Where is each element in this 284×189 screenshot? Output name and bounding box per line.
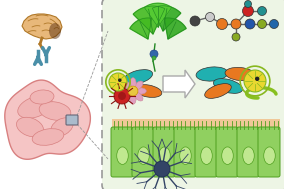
Polygon shape [152,6,181,31]
Ellipse shape [16,117,43,137]
Ellipse shape [124,70,153,84]
Polygon shape [5,80,90,159]
Ellipse shape [30,90,54,104]
Ellipse shape [264,147,275,164]
Ellipse shape [123,81,132,90]
Circle shape [216,19,227,29]
Ellipse shape [135,88,146,94]
Ellipse shape [201,147,212,164]
FancyBboxPatch shape [258,127,280,177]
Ellipse shape [123,92,132,101]
Polygon shape [22,14,62,39]
Circle shape [231,19,241,29]
Ellipse shape [51,118,73,136]
FancyBboxPatch shape [237,127,259,177]
Ellipse shape [39,102,71,120]
Polygon shape [144,3,172,27]
Ellipse shape [130,93,136,104]
Circle shape [245,1,252,8]
FancyBboxPatch shape [66,115,78,125]
Circle shape [190,16,200,26]
Ellipse shape [134,92,143,101]
Ellipse shape [243,147,254,164]
Circle shape [150,50,158,58]
Ellipse shape [138,147,149,164]
Ellipse shape [130,78,136,89]
Circle shape [255,77,259,81]
Circle shape [118,92,126,100]
Ellipse shape [134,85,162,97]
Circle shape [206,12,214,22]
Ellipse shape [32,129,64,145]
Ellipse shape [225,67,255,81]
Circle shape [152,56,156,60]
Circle shape [243,5,254,16]
Circle shape [232,33,240,41]
Ellipse shape [222,147,233,164]
FancyBboxPatch shape [216,127,238,177]
Circle shape [258,19,266,29]
FancyBboxPatch shape [102,0,284,189]
Circle shape [245,19,255,29]
FancyBboxPatch shape [132,127,154,177]
Bar [112,119,280,129]
Ellipse shape [180,147,191,164]
Circle shape [109,73,127,91]
Ellipse shape [134,81,143,90]
Circle shape [258,6,266,15]
FancyBboxPatch shape [174,127,196,177]
Polygon shape [163,70,195,98]
Polygon shape [133,6,165,34]
Ellipse shape [49,23,61,39]
Circle shape [270,19,279,29]
FancyBboxPatch shape [153,127,175,177]
Polygon shape [130,18,152,39]
Polygon shape [164,18,186,39]
Ellipse shape [18,96,52,118]
Ellipse shape [159,147,170,164]
FancyBboxPatch shape [111,127,133,177]
Ellipse shape [117,147,128,164]
Ellipse shape [196,67,228,81]
Circle shape [128,86,138,96]
Circle shape [114,88,130,104]
Ellipse shape [213,79,243,93]
Circle shape [118,78,122,82]
Ellipse shape [120,88,131,94]
Circle shape [244,70,266,92]
FancyBboxPatch shape [195,127,217,177]
Ellipse shape [205,84,231,98]
Circle shape [154,161,170,177]
